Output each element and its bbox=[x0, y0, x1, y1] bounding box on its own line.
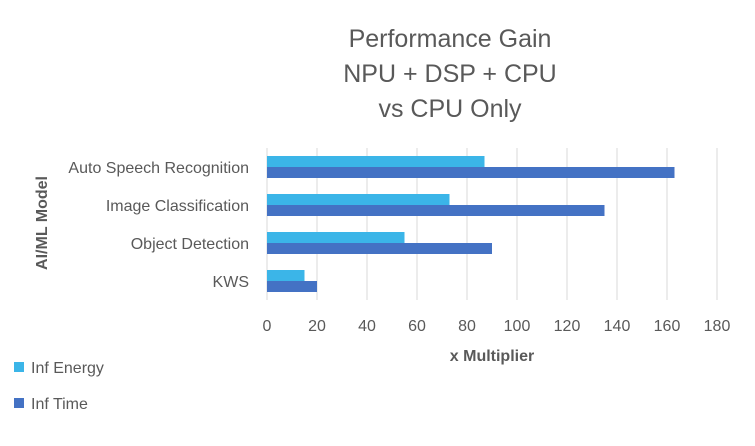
bar-inf-energy-3 bbox=[267, 232, 405, 243]
x-tick-label-120: 120 bbox=[554, 318, 581, 335]
y-tick-label-3: Object Detection bbox=[131, 236, 249, 253]
legend-swatch-inf-energy bbox=[14, 362, 24, 372]
x-tick-label-180: 180 bbox=[704, 318, 731, 335]
x-tick-label-140: 140 bbox=[604, 318, 631, 335]
legend-swatch-inf-time bbox=[14, 398, 24, 408]
bar-inf-time-3 bbox=[267, 243, 492, 254]
legend: Inf Energy Inf Time bbox=[14, 360, 104, 413]
bar-inf-energy-4 bbox=[267, 270, 305, 281]
x-tick-label-100: 100 bbox=[504, 318, 531, 335]
bar-inf-energy-2 bbox=[267, 194, 450, 205]
y-tick-label-1: Auto Speech Recognition bbox=[68, 160, 249, 177]
legend-label-inf-time: Inf Time bbox=[31, 396, 88, 413]
y-axis-tick-labels: Auto Speech Recognition Image Classificat… bbox=[68, 160, 249, 291]
y-tick-label-4: KWS bbox=[213, 274, 249, 291]
x-tick-label-60: 60 bbox=[408, 318, 426, 335]
x-tick-label-40: 40 bbox=[358, 318, 376, 335]
bar-inf-energy-1 bbox=[267, 156, 485, 167]
x-axis-label: x Multiplier bbox=[450, 348, 534, 365]
bar-inf-time-1 bbox=[267, 167, 675, 178]
x-tick-label-160: 160 bbox=[654, 318, 681, 335]
x-tick-label-80: 80 bbox=[458, 318, 476, 335]
y-tick-label-2: Image Classification bbox=[106, 198, 249, 215]
y-axis-label: AI/ML Model bbox=[34, 176, 51, 270]
legend-label-inf-energy: Inf Energy bbox=[31, 360, 104, 377]
chart-title-line-3: vs CPU Only bbox=[378, 95, 522, 123]
x-axis-tick-labels: 0 20 40 60 80 100 120 140 160 180 bbox=[263, 318, 731, 335]
chart-title-line-2: NPU + DSP + CPU bbox=[343, 60, 557, 88]
chart-title: Performance Gain NPU + DSP + CPU vs CPU … bbox=[343, 25, 557, 123]
bars bbox=[267, 156, 675, 292]
bar-inf-time-2 bbox=[267, 205, 605, 216]
bar-inf-time-4 bbox=[267, 281, 317, 292]
x-tick-label-0: 0 bbox=[263, 318, 272, 335]
x-tick-label-20: 20 bbox=[308, 318, 326, 335]
chart-title-line-1: Performance Gain bbox=[349, 25, 552, 53]
